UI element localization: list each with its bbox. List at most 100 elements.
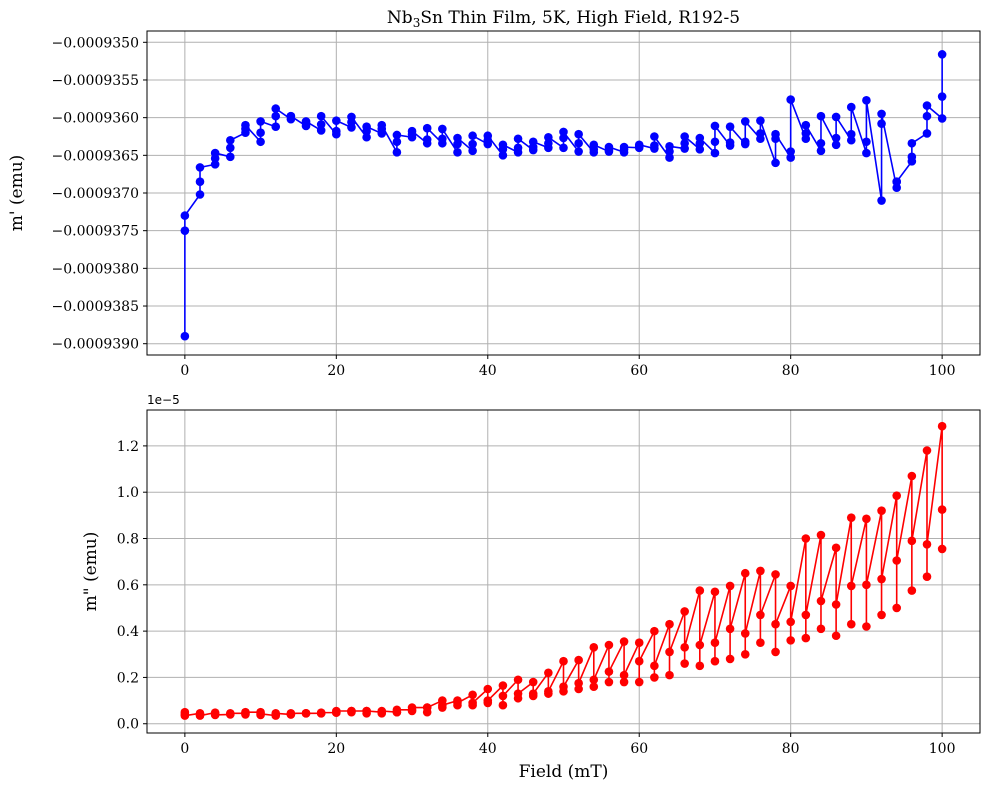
y-tick-label: −0.0009390: [52, 337, 139, 353]
data-point: [468, 139, 477, 149]
y-tick-label: 1.0: [117, 485, 139, 501]
data-point: [286, 709, 296, 718]
bottom-panel-m-double-prime: 0 20 40 60 80 100 0.0 0.2 0.4 0.6 0.8 1.0 1.2 m" (emu…: [81, 393, 981, 782]
data-point: [756, 129, 765, 138]
data-point: [892, 491, 901, 500]
data-point: [422, 123, 432, 133]
data-point: [619, 142, 629, 152]
data-point: [907, 152, 917, 162]
data-point: [544, 132, 553, 142]
data-point: [710, 148, 720, 158]
data-point: [695, 144, 705, 154]
data-point: [498, 681, 508, 690]
y-tick-label: −0.0009360: [52, 111, 139, 127]
data-point: [740, 117, 750, 126]
data-point: [604, 142, 614, 152]
data-point: [195, 711, 205, 720]
chart-title: Nb3Sn Thin Film, 5K, High Field, R192-5: [387, 8, 740, 30]
data-point: [710, 587, 720, 597]
data-point: [862, 514, 871, 524]
x-tick-label: 20: [327, 363, 345, 379]
data-point: [771, 129, 780, 139]
y-axis-label: m" (emu): [81, 532, 101, 612]
data-point: [756, 116, 765, 125]
x-axis-label: Field (mT): [519, 762, 609, 782]
series-markers: [180, 50, 947, 341]
data-point: [559, 656, 568, 666]
y-axis-label: m' (emu): [7, 155, 27, 232]
data-point: [422, 703, 432, 712]
data-point: [619, 670, 629, 680]
data-point: [846, 513, 856, 522]
y-tick-label: 0.8: [117, 532, 139, 548]
x-tick-label: 80: [782, 741, 800, 757]
data-point: [862, 137, 871, 147]
data-point: [710, 656, 720, 666]
data-point: [377, 706, 387, 716]
data-point: [907, 138, 917, 148]
x-tick-label: 60: [630, 363, 648, 379]
y-tick-label: −0.0009365: [52, 148, 139, 164]
y-tick-label: 0.2: [117, 670, 139, 686]
data-point: [544, 687, 553, 696]
y-offset-label: 1e−5: [147, 393, 180, 407]
data-point: [528, 137, 538, 147]
data-point: [453, 698, 462, 708]
data-point: [438, 700, 447, 710]
data-point: [725, 581, 735, 591]
data-point: [937, 421, 947, 431]
data-point: [438, 124, 447, 134]
data-point: [574, 147, 583, 156]
data-point: [650, 661, 659, 671]
data-point: [725, 122, 735, 131]
data-point: [801, 120, 811, 130]
x-tick-label: 40: [479, 363, 497, 379]
data-point: [362, 706, 371, 716]
data-point: [801, 633, 811, 643]
data-point: [650, 626, 659, 636]
data-point: [301, 709, 311, 718]
data-point: [937, 50, 947, 59]
data-point: [725, 624, 735, 634]
data-point: [498, 700, 508, 710]
data-point: [377, 120, 387, 130]
data-point: [256, 117, 265, 126]
data-point: [332, 116, 341, 125]
data-point: [786, 95, 795, 104]
data-point: [589, 675, 599, 685]
data-point: [195, 163, 205, 172]
data-point: [528, 677, 538, 687]
data-point: [241, 707, 250, 717]
data-point: [816, 146, 826, 156]
data-point: [831, 133, 841, 143]
data-point: [271, 709, 281, 718]
data-point: [877, 109, 886, 119]
data-point: [831, 140, 841, 150]
data-point: [907, 536, 917, 546]
data-point: [786, 147, 795, 156]
data-point: [892, 183, 901, 193]
data-point: [180, 331, 190, 341]
data-point: [195, 190, 205, 199]
data-point: [786, 617, 795, 627]
data-point: [286, 111, 296, 121]
data-point: [831, 631, 841, 641]
data-point: [392, 130, 402, 140]
data-point: [725, 654, 735, 664]
y-tick-label: −0.0009385: [52, 299, 139, 315]
data-point: [392, 137, 402, 147]
data-point: [559, 127, 568, 137]
data-point: [589, 643, 599, 652]
y-tick-label: 1.2: [117, 439, 139, 455]
data-point: [725, 138, 735, 147]
x-tick-label: 100: [929, 363, 956, 379]
data-point: [241, 120, 250, 130]
data-point: [453, 139, 462, 149]
data-point: [513, 689, 523, 698]
data-point: [877, 610, 886, 620]
data-point: [907, 471, 917, 481]
data-point: [862, 580, 871, 590]
y-tick-label: −0.0009380: [52, 261, 139, 277]
data-point: [483, 684, 493, 694]
data-point: [877, 506, 886, 516]
